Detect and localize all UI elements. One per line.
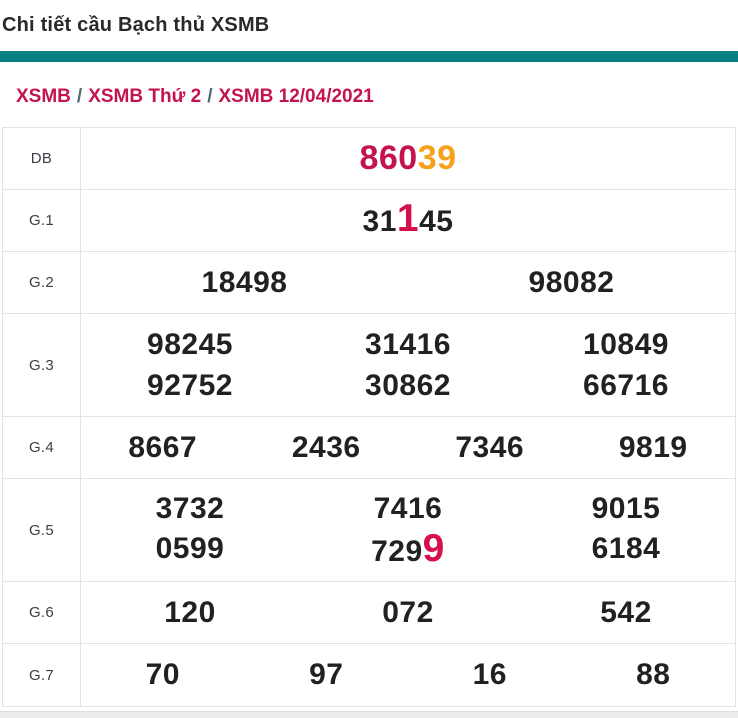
prize-number: 31145 <box>81 199 735 239</box>
footer-strip <box>0 711 738 718</box>
prize-values: 31145 <box>81 190 735 251</box>
prize-values: 86039 <box>81 128 735 189</box>
prize-number: 97 <box>245 659 409 691</box>
prize-number: 16 <box>408 659 572 691</box>
prize-number: 30862 <box>299 368 517 402</box>
digits: 31416 <box>365 328 451 361</box>
prize-values: 3732 7416 9015 0599 7299 6184 <box>81 479 735 581</box>
prize-label: G.4 <box>3 417 81 478</box>
prize-label: G.6 <box>3 582 81 643</box>
highlighted-digits: 860 <box>359 138 418 177</box>
digits: 31 <box>362 205 397 239</box>
prize-number: 8667 <box>81 432 245 464</box>
prize-number: 542 <box>517 597 735 629</box>
prize-number: 92752 <box>81 368 299 402</box>
accent-bar <box>0 51 738 62</box>
prize-label: G.2 <box>3 252 81 313</box>
digits: 7346 <box>455 430 525 464</box>
digits: 30862 <box>365 368 451 402</box>
table-row: G.5 3732 7416 9015 0599 7299 6184 <box>3 479 735 582</box>
prize-label: G.3 <box>3 314 81 416</box>
prize-number: 7346 <box>408 432 572 464</box>
prize-number: 70 <box>81 659 245 691</box>
digits: 542 <box>600 595 652 629</box>
table-row: G.4 8667 2436 7346 9819 <box>3 417 735 479</box>
prize-number: 98245 <box>81 329 299 361</box>
digits: 18498 <box>201 265 288 299</box>
prize-values: 120 072 542 <box>81 582 735 643</box>
highlighted-digits: 9 <box>422 527 445 570</box>
prize-label: G.7 <box>3 644 81 706</box>
table-row: DB 86039 <box>3 128 735 190</box>
breadcrumb: XSMB / XSMB Thứ 2/XSMB 12/04/2021 <box>0 62 738 127</box>
prize-values: 70 97 16 88 <box>81 644 735 706</box>
table-row: G.7 70 97 16 88 <box>3 644 735 706</box>
prize-number: 31416 <box>299 329 517 361</box>
prize-number: 3732 <box>81 491 299 525</box>
digits: 2436 <box>291 430 361 464</box>
page-title: Chi tiết cầu Bạch thủ XSMB <box>2 14 270 36</box>
breadcrumb-link[interactable]: XSMB Thứ 2 <box>88 86 202 107</box>
prize-values: 98245 31416 10849 92752 30862 66716 <box>81 314 735 416</box>
digits: 92752 <box>147 368 233 402</box>
prize-number: 9015 <box>517 491 735 525</box>
digits: 70 <box>145 658 180 692</box>
digits: 9015 <box>591 491 661 525</box>
table-row: G.1 31145 <box>3 190 735 252</box>
breadcrumb-link[interactable]: XSMB <box>16 86 71 107</box>
digits: 16 <box>472 658 507 692</box>
prize-label: DB <box>3 128 81 189</box>
digits: 8667 <box>128 430 198 464</box>
digits: 9819 <box>618 430 688 464</box>
digits: 98082 <box>528 265 615 299</box>
table-row: G.3 98245 31416 10849 92752 30862 66716 <box>3 314 735 417</box>
prize-number: 0599 <box>81 533 299 568</box>
digits: 3732 <box>155 491 225 525</box>
prize-number: 98082 <box>408 267 735 299</box>
breadcrumb-separator: / <box>76 86 83 107</box>
prize-label: G.1 <box>3 190 81 251</box>
prize-number: 10849 <box>517 329 735 361</box>
digits: 97 <box>309 658 344 692</box>
prize-values: 8667 2436 7346 9819 <box>81 417 735 478</box>
highlighted-digits: 39 <box>417 138 457 177</box>
prize-number: 120 <box>81 597 299 629</box>
prize-number: 2436 <box>245 432 409 464</box>
prize-number: 88 <box>572 659 736 691</box>
digits: 45 <box>419 205 454 239</box>
prize-number: 9819 <box>572 432 736 464</box>
table-row: G.6 120 072 542 <box>3 582 735 644</box>
prize-values: 18498 98082 <box>81 252 735 313</box>
results-table: DB 86039 G.1 31145 G.2 18498 98082 G.3 98245 3141… <box>2 127 736 707</box>
table-row: G.2 18498 98082 <box>3 252 735 314</box>
digits: 072 <box>382 595 434 629</box>
prize-number: 66716 <box>517 368 735 402</box>
digits: 0599 <box>155 532 225 565</box>
prize-label: G.5 <box>3 479 81 581</box>
breadcrumb-link[interactable]: XSMB 12/04/2021 <box>218 86 374 107</box>
prize-number: 18498 <box>81 267 408 299</box>
highlighted-digits: 1 <box>396 197 420 241</box>
digits: 120 <box>164 595 216 629</box>
prize-number: 86039 <box>81 138 735 177</box>
prize-number: 072 <box>299 597 517 629</box>
digits: 98245 <box>147 328 233 361</box>
prize-number: 7416 <box>299 491 517 525</box>
digits: 6184 <box>591 532 661 565</box>
breadcrumb-separator: / <box>207 86 213 107</box>
prize-number: 6184 <box>517 533 735 568</box>
digits: 66716 <box>583 368 669 402</box>
prize-number: 7299 <box>299 529 517 568</box>
digits: 10849 <box>583 328 669 361</box>
digits: 729 <box>371 535 423 568</box>
digits: 88 <box>636 658 671 692</box>
digits: 7416 <box>373 491 443 525</box>
